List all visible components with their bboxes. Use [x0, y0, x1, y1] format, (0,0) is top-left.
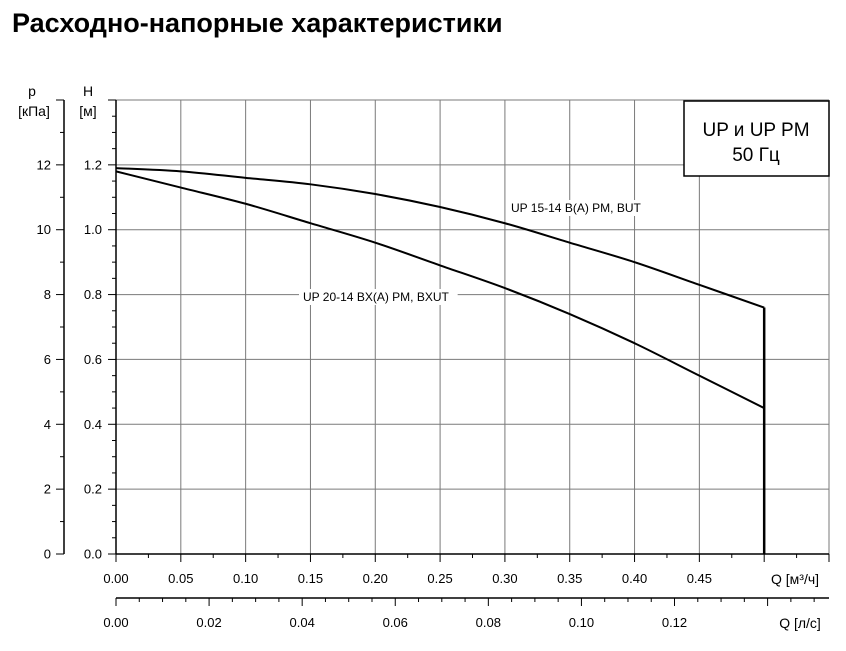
series-label-1: UP 15-14 B(A) PM, BUT [511, 201, 641, 215]
y-axis-title: H [83, 83, 93, 99]
series-label-1-bg [507, 200, 653, 216]
y2-axis-unit: [кПа] [18, 103, 50, 119]
x-tick-label: 0.05 [168, 571, 193, 586]
y2-tick-label: 6 [44, 352, 51, 367]
x2-tick-label: 0.08 [476, 615, 501, 630]
series-label-2-bg [299, 289, 458, 305]
x-tick-label: 0.10 [233, 571, 258, 586]
x-tick-label: 0.30 [492, 571, 517, 586]
series-curve-1 [115, 167, 765, 309]
legend-box-line2: 50 Гц [732, 145, 780, 166]
y2-tick-label: 4 [44, 417, 51, 432]
x-tick-label: 0.20 [363, 571, 388, 586]
x2-tick-label: 0.00 [103, 615, 128, 630]
x2-tick-label: 0.04 [290, 615, 315, 630]
legend-box-line1: UP и UP PM [702, 120, 809, 141]
y-tick-label: 0.2 [84, 482, 102, 497]
y-tick-label: 1.0 [84, 222, 102, 237]
y2-tick-label: 10 [37, 222, 51, 237]
x-axis-title: Q [м³/ч] [771, 571, 819, 587]
x2-axis-title: Q [л/с] [779, 615, 821, 631]
y2-tick-label: 12 [37, 157, 51, 172]
x-tick-label: 0.15 [298, 571, 323, 586]
series-curve-2 [115, 170, 765, 409]
x-tick-label: 0.35 [557, 571, 582, 586]
x2-tick-label: 0.06 [383, 615, 408, 630]
x-tick-label: 0.25 [427, 571, 452, 586]
y-axis-unit: [м] [79, 103, 96, 119]
x2-tick-label: 0.10 [569, 615, 594, 630]
x2-tick-label: 0.02 [196, 615, 221, 630]
x-tick-label: 0.40 [622, 571, 647, 586]
y2-axis-title: p [28, 83, 36, 99]
axes [56, 99, 830, 606]
y2-tick-label: 0 [44, 547, 51, 562]
grid-lines [115, 99, 830, 555]
x-tick-label: 0.45 [687, 571, 712, 586]
curves [115, 167, 766, 554]
y-tick-label: 1.2 [84, 157, 102, 172]
y-tick-label: 0.4 [84, 417, 102, 432]
y-tick-label: 0.0 [84, 547, 102, 562]
y-tick-label: 0.6 [84, 352, 102, 367]
y-tick-label: 0.8 [84, 287, 102, 302]
x2-tick-label: 0.12 [662, 615, 687, 630]
y2-tick-label: 8 [44, 287, 51, 302]
chart-title: Расходно-напорные характеристики [12, 8, 503, 38]
y2-tick-label: 2 [44, 482, 51, 497]
labels: 0.0 0.2 0.4 0.6 0.8 1.0 1.2 0 2 4 6 8 10 12 p [кПа] H [м]… [18, 83, 830, 631]
x-tick-label: 0.00 [103, 571, 128, 586]
series-label-2: UP 20-14 BX(A) PM, BXUT [303, 290, 449, 304]
legend-box [683, 100, 830, 177]
